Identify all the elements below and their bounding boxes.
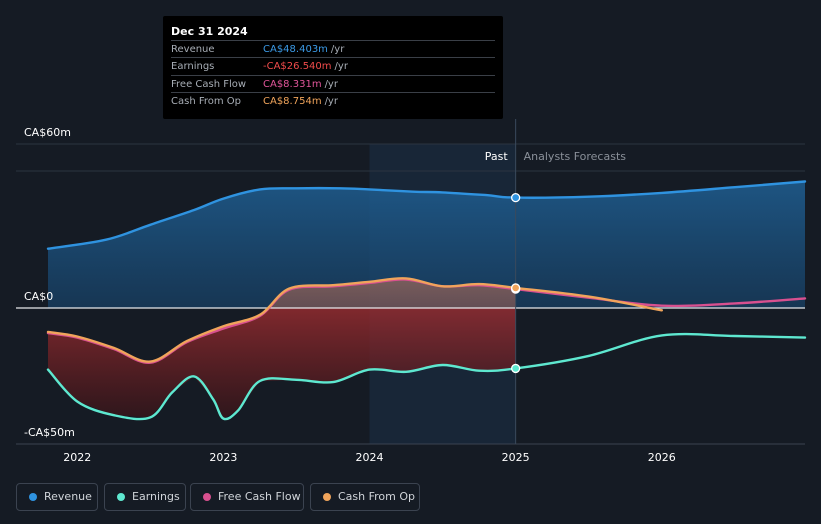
tooltip-date: Dec 31 2024 [171, 25, 248, 38]
y-tick-label: CA$60m [24, 126, 71, 139]
tooltip-value: CA$8.754m/yr [263, 96, 338, 107]
legend-item-free-cash-flow[interactable]: Free Cash Flow [190, 483, 304, 511]
forecast-label: Analysts Forecasts [524, 150, 627, 163]
x-tick-label: 2026 [648, 451, 676, 464]
tooltip-row-cash-from-op: Cash From Op CA$8.754m/yr [171, 92, 495, 110]
legend-dot-icon [117, 493, 125, 501]
y-tick-label: -CA$50m [24, 426, 75, 439]
legend-dot-icon [29, 493, 37, 501]
legend-item-earnings[interactable]: Earnings [104, 483, 186, 511]
revenue-area [48, 181, 805, 308]
series-line-earnings [46, 332, 807, 421]
tooltip-row-earnings: Earnings -CA$26.540m/yr [171, 57, 495, 75]
tooltip-value: -CA$26.540m/yr [263, 61, 348, 72]
x-tick-label: 2025 [502, 451, 530, 464]
series-line-revenue [46, 180, 807, 250]
tooltip-row-free-cash-flow: Free Cash Flow CA$8.331m/yr [171, 75, 495, 93]
tooltip-label: Revenue [171, 44, 215, 55]
marker-revenue[interactable] [510, 192, 521, 203]
legend-label: Revenue [44, 490, 92, 503]
legend-label: Free Cash Flow [218, 490, 301, 503]
tooltip-value: CA$8.331m/yr [263, 79, 338, 90]
y-tick-label: CA$0 [24, 290, 53, 303]
past-label: Past [485, 150, 509, 163]
x-tick-label: 2023 [209, 451, 237, 464]
tooltip-row-revenue: Revenue CA$48.403m/yr [171, 40, 495, 58]
cashflow-negative-area [48, 308, 516, 419]
tooltip: Dec 31 2024 Revenue CA$48.403m/yr Earnin… [163, 16, 503, 119]
legend-label: Cash From Op [338, 490, 416, 503]
legend-label: Earnings [132, 490, 180, 503]
x-tick-label: 2024 [356, 451, 384, 464]
tooltip-value: CA$48.403m/yr [263, 44, 345, 55]
x-tick-label: 2022 [63, 451, 91, 464]
legend-item-cash-from-op[interactable]: Cash From Op [310, 483, 420, 511]
legend-dot-icon [203, 493, 211, 501]
marker-earnings[interactable] [510, 363, 521, 374]
tooltip-label: Earnings [171, 61, 215, 72]
marker-cash-from-op[interactable] [510, 283, 521, 293]
tooltip-label: Cash From Op [171, 96, 242, 107]
legend-item-revenue[interactable]: Revenue [16, 483, 98, 511]
legend-dot-icon [323, 493, 331, 501]
tooltip-label: Free Cash Flow [171, 79, 247, 90]
series-line-cash-from-op [46, 277, 663, 363]
cashflow-positive-area [48, 278, 516, 308]
